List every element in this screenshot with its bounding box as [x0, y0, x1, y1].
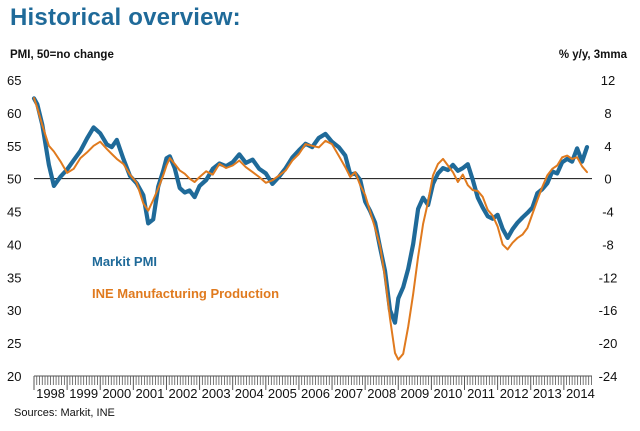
right-axis-ticks: 12 8 4 0 -4 -8 -12 -16 -20 -24: [599, 73, 618, 384]
left-axis-ticks: 65 60 55 50 45 40 35 30 25 20: [7, 73, 21, 384]
x-tick-label: 2007: [334, 386, 363, 401]
right-tick-label: -4: [602, 205, 614, 220]
left-tick-label: 40: [7, 237, 21, 252]
left-tick-label: 50: [7, 172, 21, 187]
right-tick-label: -8: [602, 237, 614, 252]
left-axis-caption: PMI, 50=no change: [10, 49, 114, 61]
source-note: Sources: Markit, INE: [14, 407, 115, 419]
left-tick-label: 45: [7, 205, 21, 220]
left-tick-label: 20: [7, 369, 21, 384]
x-tick-label: 2006: [301, 386, 330, 401]
x-tick-label: 2008: [367, 386, 396, 401]
right-tick-label: -20: [599, 336, 618, 351]
left-tick-label: 25: [7, 336, 21, 351]
left-tick-label: 55: [7, 139, 21, 154]
legend-ine-production: INE Manufacturing Production: [92, 286, 280, 301]
legend-markit-pmi: Markit PMI: [92, 254, 158, 269]
x-tick-label: 2001: [135, 386, 164, 401]
right-axis-caption: % y/y, 3mma: [558, 49, 627, 61]
x-tick-label: 2010: [433, 386, 462, 401]
right-tick-label: -12: [599, 270, 618, 285]
left-tick-label: 30: [7, 303, 21, 318]
x-tick-label: 2011: [467, 386, 495, 401]
right-tick-label: -16: [599, 303, 618, 318]
x-tick-label: 2013: [533, 386, 562, 401]
x-tick-label: 2004: [235, 386, 264, 401]
x-tick-label: 2000: [102, 386, 131, 401]
x-tick-label: 2012: [500, 386, 529, 401]
x-tick-label: 2005: [268, 386, 297, 401]
right-tick-label: -24: [599, 369, 618, 384]
left-tick-label: 65: [7, 73, 21, 88]
series-layer: [31, 96, 590, 361]
right-tick-label: 12: [601, 73, 615, 88]
x-tick-label: 2002: [169, 386, 198, 401]
x-tick-label: 1998: [36, 386, 65, 401]
x-axis: 1998 1999 2000 2001 2002 2003 2004 2005 2006 2007…: [33, 375, 595, 401]
left-tick-label: 35: [7, 270, 21, 285]
x-tick-label: 2009: [400, 386, 429, 401]
x-tick-label: 2014: [566, 386, 595, 401]
x-tick-label: 2003: [202, 386, 231, 401]
right-tick-label: 0: [604, 172, 611, 187]
ine-production-line: [33, 97, 588, 361]
x-tick-label: 1999: [69, 386, 98, 401]
right-tick-label: 8: [604, 106, 611, 121]
page-title: Historical overview:: [10, 4, 241, 31]
left-tick-label: 60: [7, 106, 21, 121]
right-tick-label: 4: [604, 139, 611, 154]
